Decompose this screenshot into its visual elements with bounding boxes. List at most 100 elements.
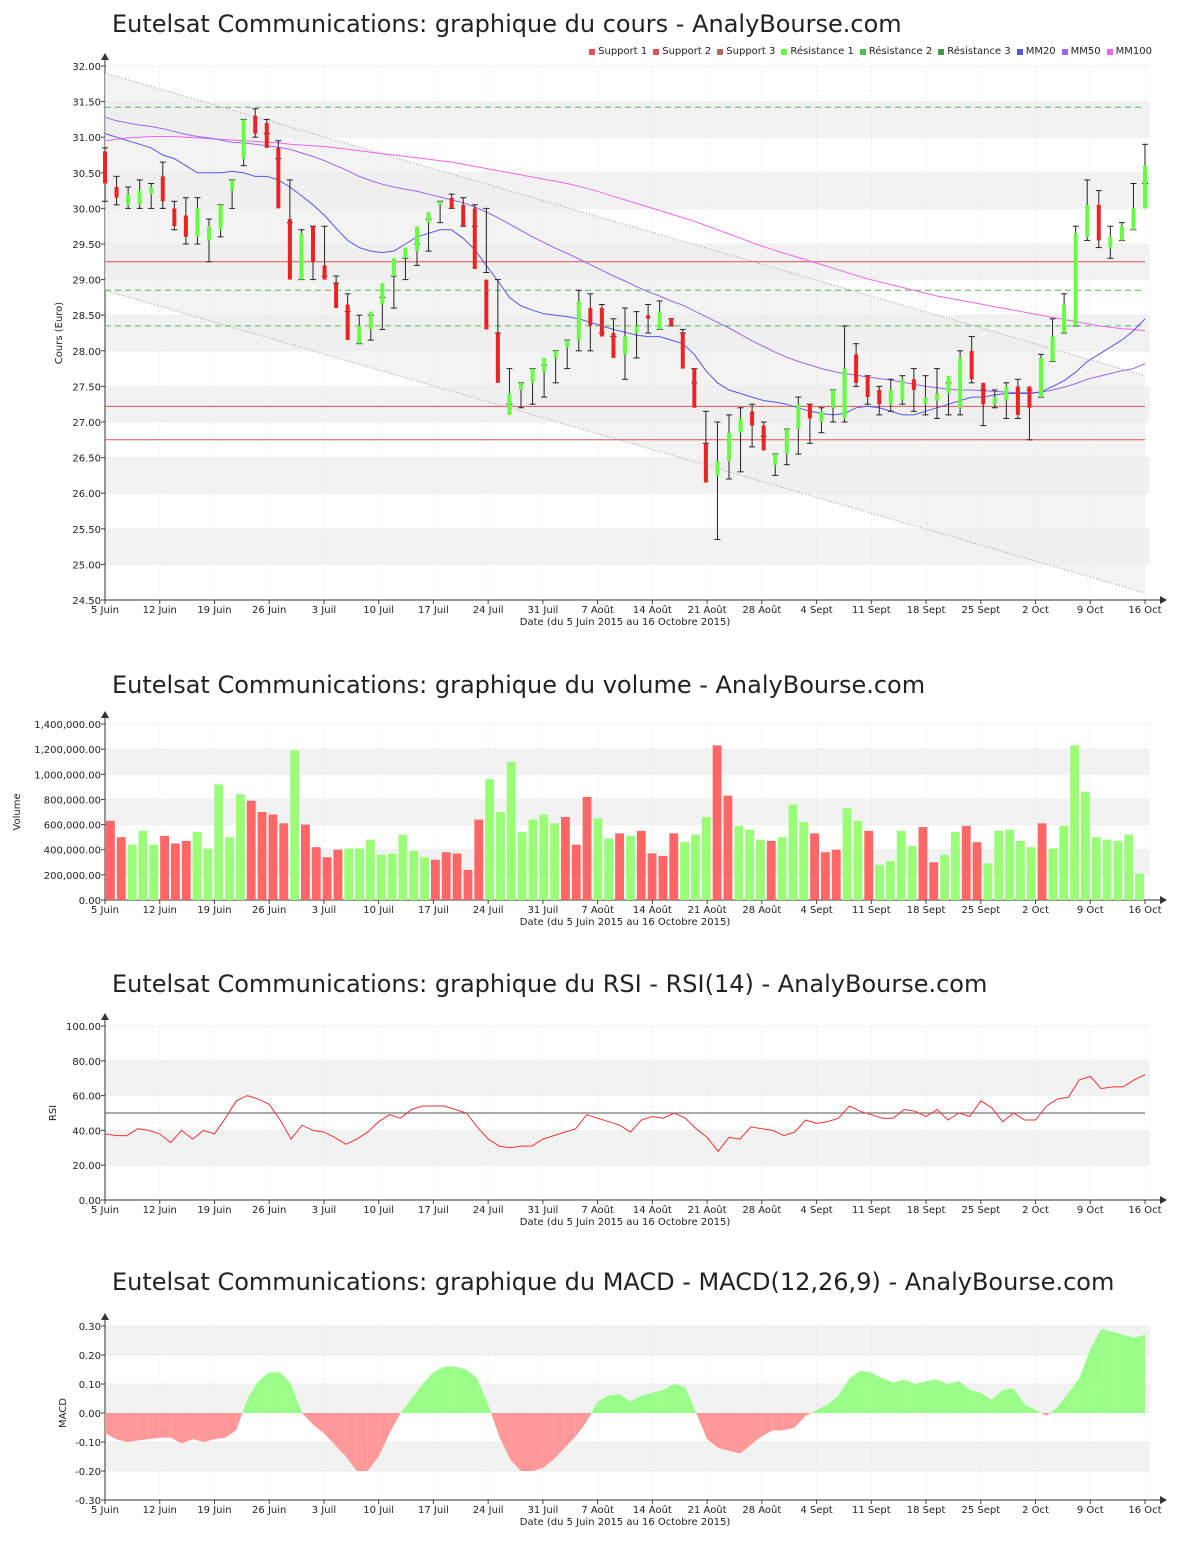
grid-band [105,1326,1150,1355]
macd-area [947,1381,959,1413]
volume-bar [474,819,484,900]
candle-body [530,368,535,383]
macd-area [794,1413,806,1428]
grid-band [105,1442,1150,1471]
volume-bar [788,804,798,900]
macd-area [991,1389,1003,1413]
volume-bar [214,784,224,900]
volume-bar [1070,745,1079,900]
candle-body [1050,336,1055,362]
volume-bar [441,852,451,900]
x-tick-label: 21 Août [688,604,727,616]
x-tick-label: 5 Juin [91,1205,119,1216]
x-tick-label: 10 Juil [363,1205,394,1216]
y-axis-arrow [101,1313,109,1320]
macd-area [958,1381,970,1413]
volume-bar [1026,847,1036,900]
macd-area [783,1413,795,1431]
volume-bar [398,834,408,900]
macd-area [707,1413,719,1448]
macd-area [619,1394,631,1413]
legend-item: Support 2 [653,46,711,57]
y-tick-label: 20.00 [72,1161,101,1172]
volume-bar [376,854,386,900]
candle-body [1119,226,1124,241]
y-tick-label: -0.10 [75,1438,101,1449]
x-tick-label: 9 Oct [1077,605,1104,616]
x-tick-label: 9 Oct [1077,905,1104,916]
candle-body [992,397,997,405]
legend-item: Résistance 2 [859,46,933,57]
volume-bar [680,842,689,900]
candle-body [103,151,107,184]
x-tick-label: 26 Juin [252,905,286,916]
volume-bar [983,863,993,900]
candle-body [935,393,939,401]
candle-body [750,411,755,426]
x-tick-label: 24 Juil [473,1205,504,1216]
x-axis-arrow [1160,1496,1167,1504]
y-axis-arrow [101,53,109,60]
price-chart: 24.50 25.00 25.50 26.00 26.50 27.00 27.50 28.00… [54,53,1167,628]
volume-bar [799,822,809,900]
volume-bar [192,832,202,900]
legend-item: Support 3 [717,46,775,57]
legend-item: MM50 [1061,46,1101,57]
macd-area [411,1384,423,1413]
legend-item: Support 1 [589,46,647,57]
y-tick-label: 0.20 [79,1351,101,1362]
x-tick-label: 18 Sept [907,1205,946,1216]
x-tick-label: 10 Juil [363,905,394,916]
y-axis-label: Volume [12,793,23,830]
macd-area [674,1384,686,1413]
macd-area [1013,1388,1025,1413]
legend-label: Résistance 2 [868,46,933,57]
candle-body [1039,357,1043,398]
macd-area [356,1413,368,1471]
volume-bar [907,845,917,900]
x-tick-label: 11 Sept [852,905,891,916]
macd-area [313,1413,324,1434]
candle-body [507,393,512,415]
y-tick-label: 30.00 [72,204,101,215]
macd-area [323,1413,335,1445]
macd-area [805,1413,812,1416]
candle-body [380,283,385,305]
candle-body [126,194,131,205]
volume-bar [452,853,462,900]
volume-bar [1102,839,1112,900]
candle-body [218,204,223,230]
x-tick-label: 19 Juin [197,1505,231,1516]
grid-band [105,1060,1150,1096]
macd-area [827,1395,839,1413]
x-tick-label: 7 Août [581,1504,614,1516]
grid-band [105,799,1150,825]
macd-area [591,1401,598,1413]
y-tick-label: 0.00 [79,1196,101,1207]
x-tick-label: 3 Juil [312,1205,336,1216]
y-tick-label: 26.50 [72,454,101,465]
grid-band [105,749,1150,775]
y-axis-label: Cours (Euro) [54,302,65,365]
macd-area [1134,1334,1145,1413]
x-tick-label: 24 Juil [473,605,504,616]
x-tick-label: 21 Août [688,904,727,916]
macd-area [608,1394,620,1413]
legend-swatch [781,48,788,55]
y-axis-arrow [101,1013,109,1020]
legend-swatch [1016,48,1023,55]
macd-area [1050,1407,1058,1413]
macd-area [236,1413,243,1431]
volume-bar [821,852,830,900]
volume-bar [463,869,473,900]
candle-body [484,279,489,330]
x-tick-label: 26 Juin [252,1205,286,1216]
x-tick-label: 31 Juil [528,1205,559,1216]
volume-bar [550,823,559,900]
x-tick-label: 2 Oct [1022,1505,1049,1516]
legend-label: Support 3 [726,46,776,57]
y-tick-label: 0.00 [79,1409,101,1420]
macd-area [915,1381,927,1413]
x-tick-label: 31 Juil [528,605,559,616]
x-tick-label: 25 Sept [961,1205,1000,1216]
